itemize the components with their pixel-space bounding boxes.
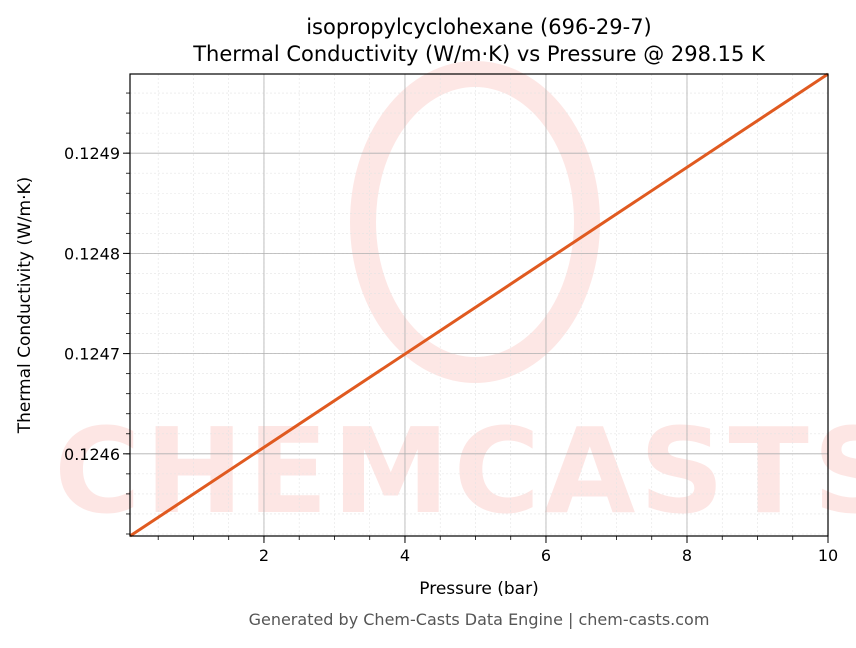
y-axis-label: Thermal Conductivity (W/m·K) xyxy=(15,177,35,435)
grid xyxy=(130,74,829,536)
ticks: 2 4 6 8 10 0.1246 0.1247 0.1248 0.1249 xyxy=(64,92,838,565)
x-tick-label: 6 xyxy=(541,546,551,565)
chart-title: isopropylcyclohexane (696-29-7) xyxy=(306,15,652,39)
y-tick-label: 0.1249 xyxy=(64,144,120,163)
x-tick-label: 2 xyxy=(259,546,269,565)
watermark-logo: CHEMCASTS xyxy=(54,61,856,540)
x-tick-label: 10 xyxy=(818,546,838,565)
y-tick-label: 0.1248 xyxy=(64,244,120,263)
series-line xyxy=(129,72,829,538)
footer-credit: Generated by Chem-Casts Data Engine | ch… xyxy=(249,610,710,629)
chart-subtitle: Thermal Conductivity (W/m·K) vs Pressure… xyxy=(192,42,766,66)
x-tick-label: 8 xyxy=(682,546,692,565)
y-tick-label: 0.1246 xyxy=(64,445,120,464)
x-tick-label: 4 xyxy=(400,546,410,565)
x-axis-label: Pressure (bar) xyxy=(419,579,538,599)
svg-text:CHEMCASTS: CHEMCASTS xyxy=(54,402,856,540)
series-layer xyxy=(129,72,829,538)
plot-frame xyxy=(129,73,829,537)
y-tick-label: 0.1247 xyxy=(64,345,120,364)
